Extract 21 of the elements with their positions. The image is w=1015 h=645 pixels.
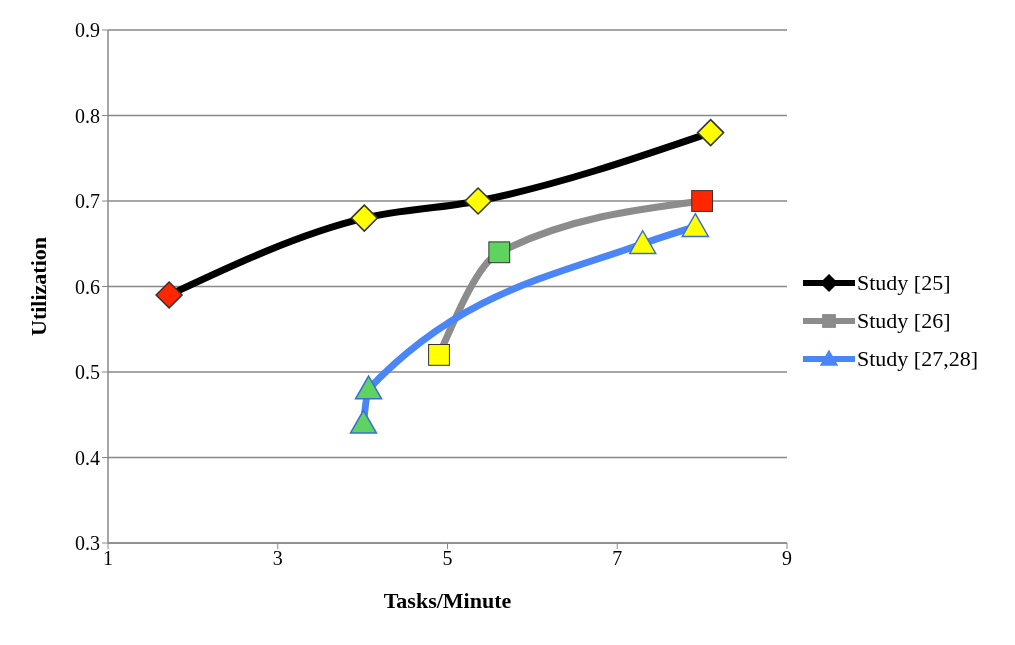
x-tick-label: 9 [782,547,792,570]
y-tick-label: 0.3 [75,532,100,555]
y-tick-label: 0.4 [75,446,100,469]
y-tick-label: 0.9 [75,19,100,42]
point [691,190,714,212]
x-tick-label: 7 [612,547,623,570]
y-tick-label: 0.7 [75,190,100,213]
point [350,204,379,232]
x-tick-label: 1 [103,547,113,570]
legend-label: Study [27,28] [857,345,978,372]
y-tick-label: 0.6 [75,275,100,298]
x-axis-title: Tasks/Minute [383,588,512,613]
point [696,118,725,147]
point [464,187,492,215]
y-tick-label: 0.8 [75,104,100,127]
legend-label: Study [26] [857,307,951,334]
y-tick-label: 0.5 [75,361,100,384]
x-tick-label: 5 [442,547,453,570]
legend-label: Study [25] [857,269,951,296]
x-tick-label: 3 [272,547,283,570]
y-axis-title: Utilization [25,237,51,336]
